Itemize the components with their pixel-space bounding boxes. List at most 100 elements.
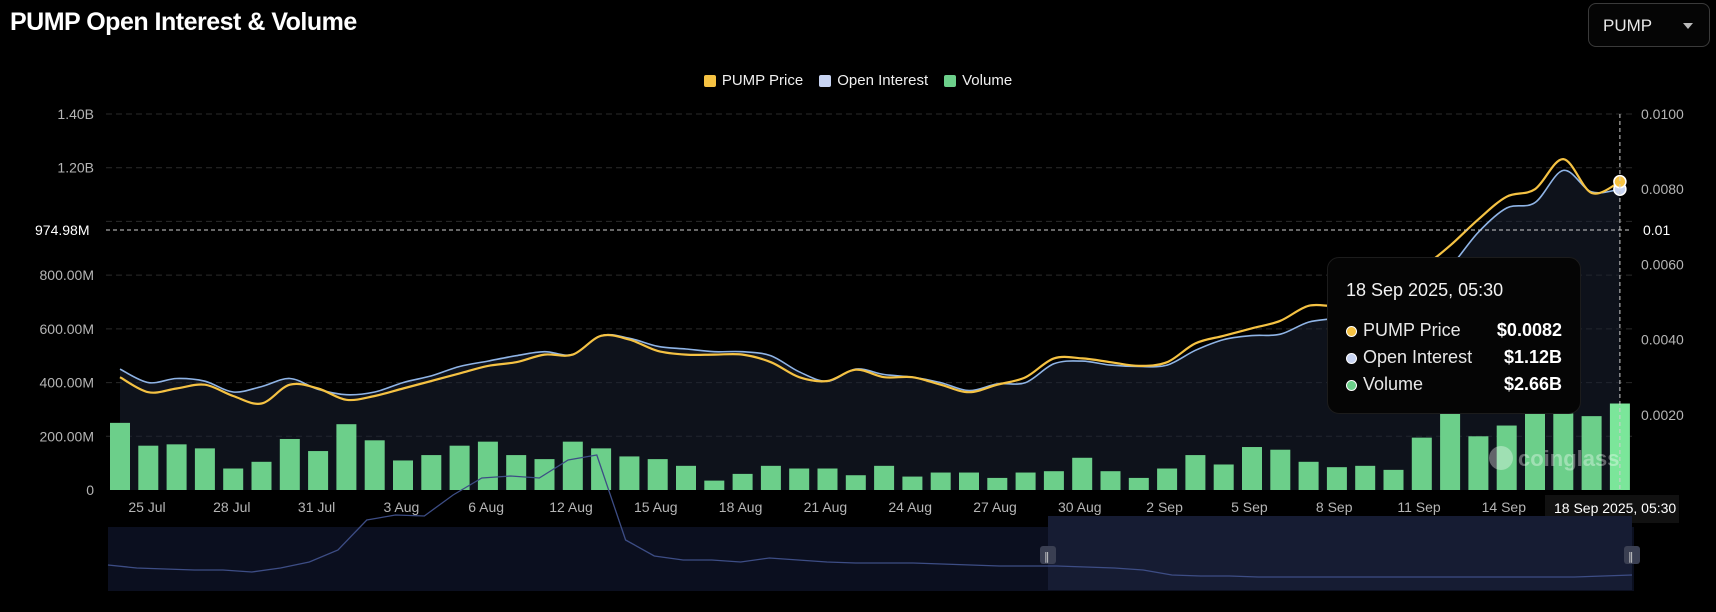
tooltip-title: 18 Sep 2025, 05:30 bbox=[1346, 280, 1504, 300]
navigator-selected-range bbox=[1048, 516, 1632, 590]
volume-bar bbox=[1015, 472, 1036, 490]
volume-bar bbox=[647, 459, 668, 490]
volume-bar bbox=[449, 445, 470, 490]
axes: 0 200.00M 400.00M 600.00M 800.00M 1.20B 1.40B 0… bbox=[40, 106, 1685, 515]
range-navigator[interactable]: ‖ ‖ bbox=[107, 454, 1640, 591]
y-left-tick-label: 600.00M bbox=[40, 321, 94, 337]
legend-swatch-volume bbox=[944, 74, 957, 87]
volume-bar bbox=[166, 444, 187, 490]
tooltip-value-volume: $2.66B bbox=[1503, 374, 1562, 394]
navigator-right-handle bbox=[1624, 546, 1640, 564]
volume-bar bbox=[1072, 457, 1093, 490]
volume-bar bbox=[1213, 464, 1234, 490]
y-right-tick-label: 0.0080 bbox=[1641, 181, 1684, 197]
volume-bars bbox=[110, 403, 1630, 490]
x-tick-label: 11 Sep bbox=[1397, 499, 1441, 515]
volume-bar bbox=[845, 475, 866, 490]
volume-bar bbox=[477, 441, 498, 490]
x-tick-label: 3 Aug bbox=[383, 499, 419, 515]
volume-bar bbox=[987, 477, 1008, 490]
tooltip-value-price: $0.0082 bbox=[1496, 320, 1562, 340]
watermark: coinglass bbox=[1489, 446, 1619, 471]
watermark-logo-icon bbox=[1489, 446, 1513, 470]
legend-swatch-price bbox=[703, 74, 716, 87]
volume-bar bbox=[1496, 425, 1517, 490]
x-tick-label: 21 Aug bbox=[804, 499, 848, 515]
chart-legend: PUMP Price Open Interest Volume bbox=[0, 72, 1716, 89]
coin-selector[interactable]: PUMP bbox=[1588, 3, 1710, 47]
x-tick-label: 18 Aug bbox=[719, 499, 763, 515]
x-tick-label: 5 Sep bbox=[1231, 499, 1268, 515]
crosshair-right-label: 0.01 bbox=[1643, 222, 1670, 238]
volume-bar bbox=[676, 465, 696, 490]
open-interest-area-fill bbox=[120, 170, 1620, 490]
x-tick-label: 8 Sep bbox=[1316, 499, 1353, 515]
volume-bar bbox=[506, 455, 527, 490]
tooltip-value-open-interest: $1.12B bbox=[1503, 347, 1562, 367]
volume-bar bbox=[1440, 412, 1461, 490]
volume-bar bbox=[1298, 461, 1319, 490]
crosshair-left-label-bg bbox=[25, 218, 100, 242]
y-left-tick-label: 400.00M bbox=[40, 375, 94, 391]
volume-bar bbox=[930, 472, 951, 490]
coin-selector-value: PUMP bbox=[1603, 16, 1653, 35]
volume-bar bbox=[789, 468, 810, 490]
tooltip-dot-price bbox=[1346, 326, 1357, 337]
volume-bar bbox=[1355, 465, 1376, 490]
crosshair-left-label: 974.98M bbox=[35, 222, 89, 238]
volume-bar bbox=[1581, 416, 1602, 490]
y-right-tick-label: 0.0100 bbox=[1641, 106, 1684, 122]
volume-bar bbox=[1043, 471, 1064, 490]
volume-bar bbox=[1270, 449, 1291, 490]
volume-bar bbox=[874, 465, 895, 490]
volume-bar bbox=[393, 460, 413, 490]
crosshair-x-label: 18 Sep 2025, 05:30 bbox=[1554, 500, 1676, 516]
volume-bar bbox=[902, 476, 923, 490]
y-left-tick-label: 200.00M bbox=[40, 428, 94, 444]
y-left-tick-label: 1.20B bbox=[57, 160, 94, 176]
tooltip-name-volume: Volume bbox=[1363, 374, 1424, 394]
legend-item-open-interest[interactable]: Open Interest bbox=[819, 72, 928, 89]
volume-bar bbox=[110, 422, 130, 490]
tooltip-row-open-interest: Open Interest $1.12B bbox=[1346, 347, 1562, 371]
volume-bar bbox=[308, 451, 329, 490]
tooltip-dot-volume bbox=[1346, 380, 1357, 391]
legend-label-open-interest: Open Interest bbox=[837, 72, 929, 89]
crosshair-right-label-bg bbox=[1632, 218, 1684, 242]
volume-bar bbox=[1185, 455, 1206, 490]
volume-bar bbox=[619, 456, 640, 490]
legend-item-price[interactable]: PUMP Price bbox=[703, 72, 803, 89]
volume-bar bbox=[959, 472, 979, 490]
volume-bar bbox=[223, 468, 244, 490]
volume-bar bbox=[760, 465, 781, 490]
tooltip-name-open-interest: Open Interest bbox=[1363, 347, 1473, 367]
x-tick-label: 2 Sep bbox=[1146, 499, 1183, 515]
grip-icon: ‖ bbox=[1628, 550, 1634, 563]
x-tick-label: 31 Jul bbox=[298, 499, 335, 515]
y-left-tick-label: 800.00M bbox=[40, 267, 94, 283]
volume-bar bbox=[1468, 436, 1489, 490]
page-title: PUMP Open Interest & Volume bbox=[10, 8, 357, 36]
y-right-tick-label: 0.0020 bbox=[1641, 407, 1684, 423]
x-tick-label: 27 Aug bbox=[973, 499, 1017, 515]
volume-bar bbox=[138, 445, 159, 490]
y-right-tick-label: 0.0040 bbox=[1641, 332, 1684, 348]
volume-bar bbox=[704, 480, 725, 490]
tooltip: 18 Sep 2025, 05:30 PUMP Price $0.0082 Op… bbox=[1327, 257, 1581, 414]
x-tick-label: 25 Jul bbox=[128, 499, 165, 515]
legend-item-volume[interactable]: Volume bbox=[944, 72, 1012, 89]
x-tick-label: 15 Aug bbox=[634, 499, 678, 515]
y-left-tick-label: 1.40B bbox=[57, 106, 94, 122]
volume-bar bbox=[1157, 468, 1178, 490]
volume-bar bbox=[336, 424, 357, 490]
volume-bar bbox=[1326, 467, 1347, 490]
x-tick-label: 28 Jul bbox=[213, 499, 250, 515]
grip-icon: ‖ bbox=[1044, 550, 1050, 563]
tooltip-row-volume: Volume $2.66B bbox=[1346, 374, 1562, 398]
tooltip-row-price: PUMP Price $0.0082 bbox=[1346, 320, 1562, 344]
tooltip-name-price: PUMP Price bbox=[1363, 320, 1461, 340]
volume-bar bbox=[1100, 471, 1121, 490]
volume-bar bbox=[421, 455, 442, 490]
x-tick-label: 30 Aug bbox=[1058, 499, 1102, 515]
